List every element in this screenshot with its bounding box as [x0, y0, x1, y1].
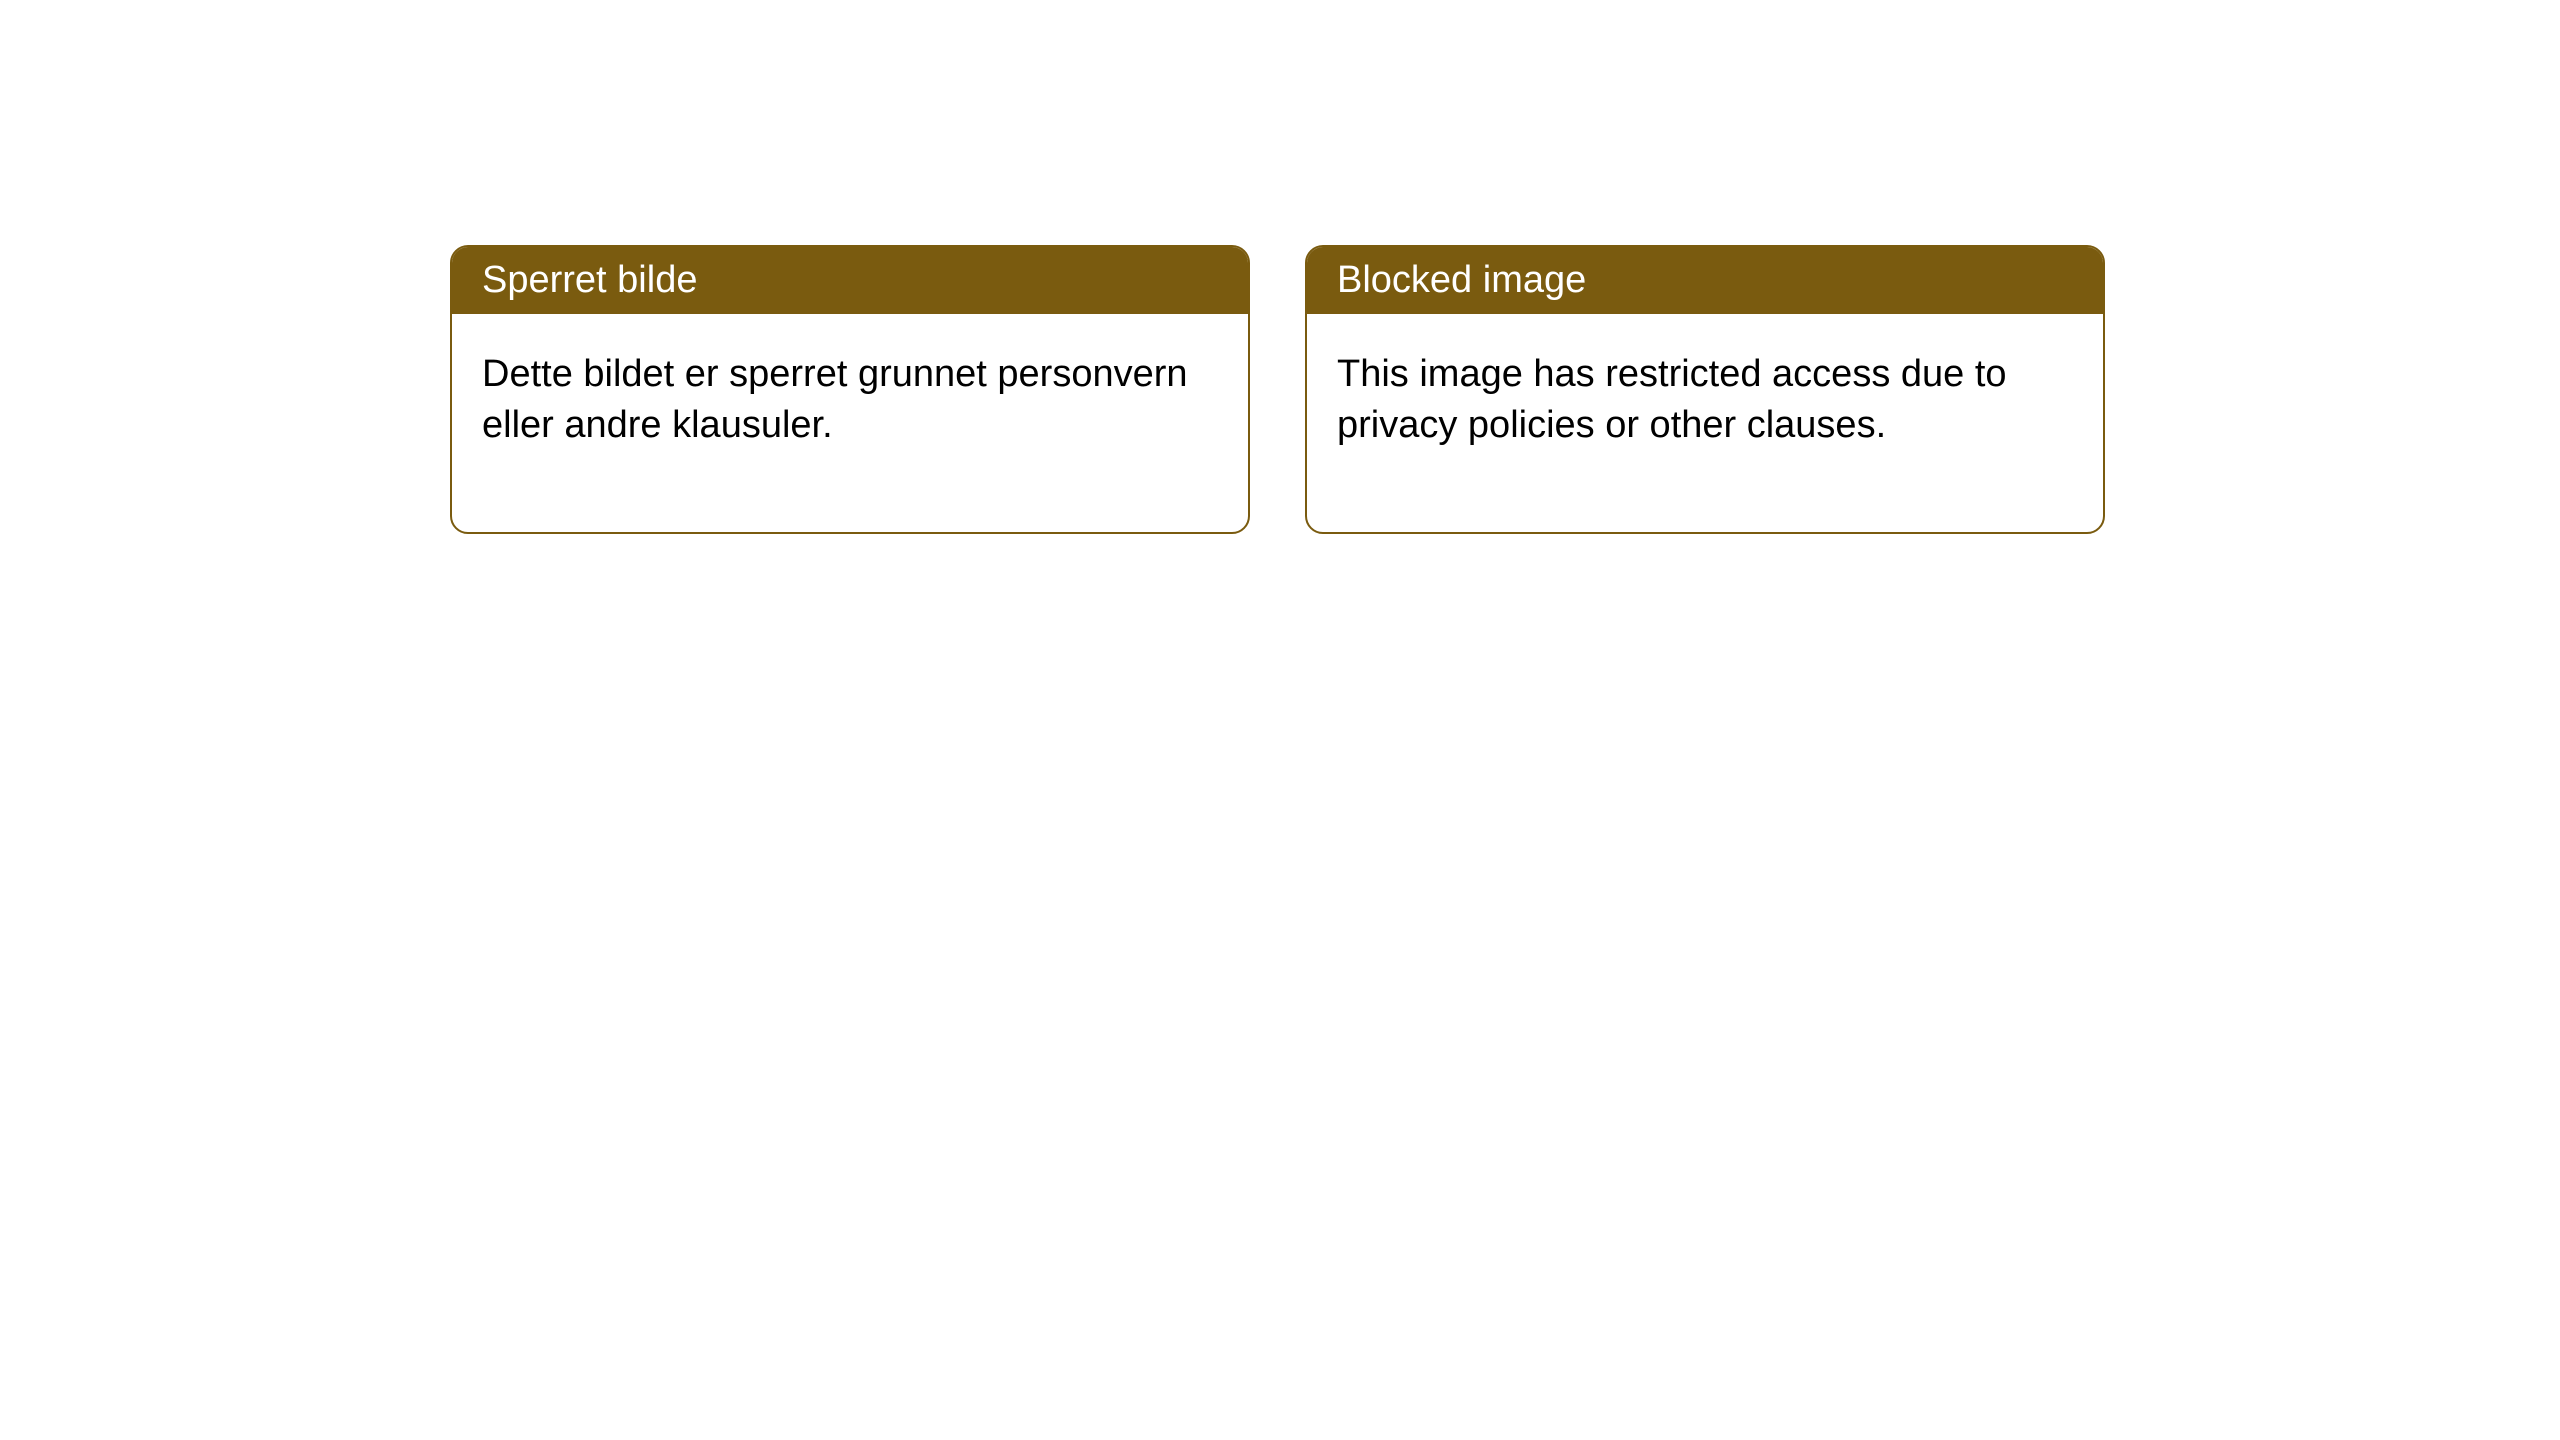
- card-body-text: Dette bildet er sperret grunnet personve…: [482, 353, 1188, 446]
- card-title: Sperret bilde: [482, 259, 697, 301]
- card-body-text: This image has restricted access due to …: [1337, 353, 2007, 446]
- card-body: This image has restricted access due to …: [1307, 314, 2103, 532]
- card-header: Sperret bilde: [452, 247, 1248, 314]
- card-header: Blocked image: [1307, 247, 2103, 314]
- notice-card-english: Blocked image This image has restricted …: [1305, 245, 2105, 534]
- notice-cards-container: Sperret bilde Dette bildet er sperret gr…: [450, 245, 2105, 534]
- card-title: Blocked image: [1337, 259, 1586, 301]
- card-body: Dette bildet er sperret grunnet personve…: [452, 314, 1248, 532]
- notice-card-norwegian: Sperret bilde Dette bildet er sperret gr…: [450, 245, 1250, 534]
